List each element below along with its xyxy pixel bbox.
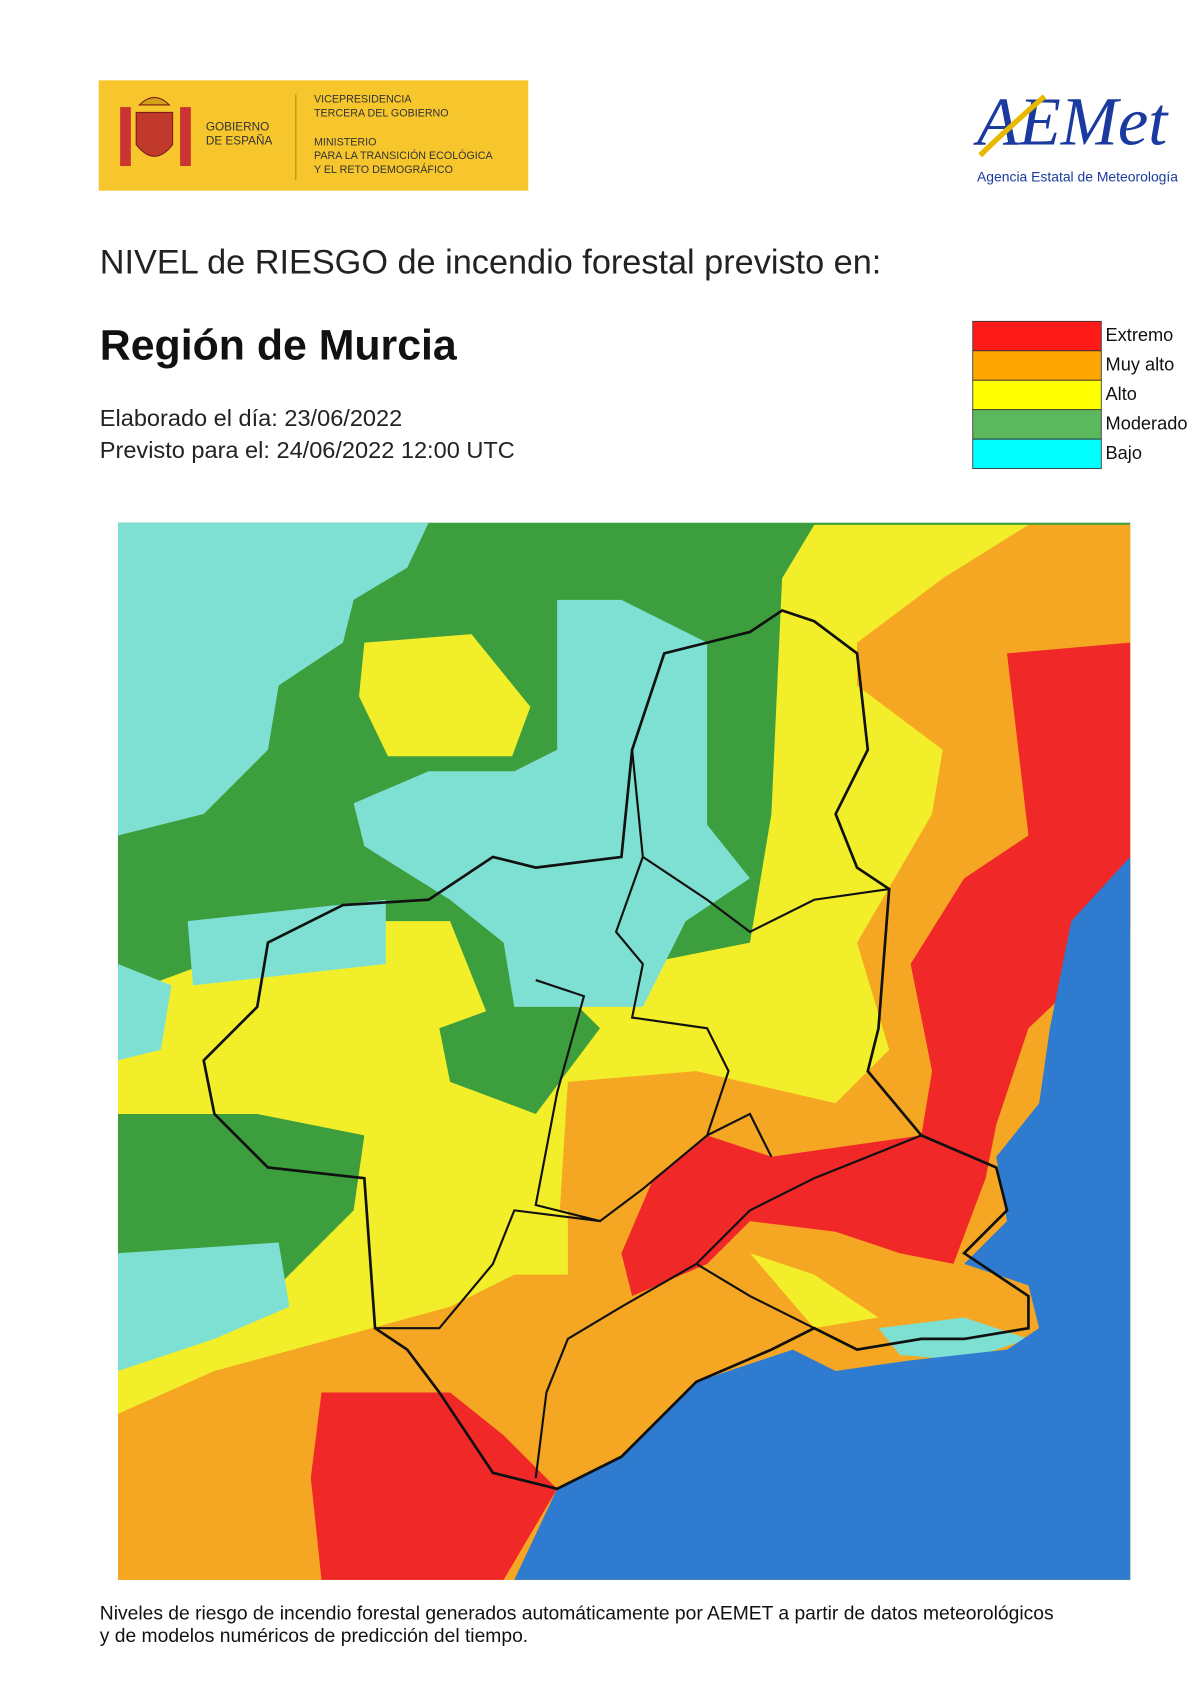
region: Región de Murcia — [100, 321, 458, 369]
logo-swoosh — [978, 94, 1047, 158]
map-sea — [514, 856, 1131, 1580]
footer-text: Niveles de riesgo de incendio forestal g… — [100, 1603, 1054, 1624]
ministry-text: PARA LA TRANSICIÓN ECOLÓGICA — [314, 149, 493, 162]
map-very-high — [117, 524, 1131, 1580]
legend-swatch — [972, 379, 1102, 411]
ministry-text: VICEPRESIDENCIA — [314, 93, 412, 105]
agency-logo: AEMet — [973, 83, 1169, 159]
district-border — [375, 749, 922, 1479]
legend: Extremo Muy alto Alto Moderado Bajo — [972, 320, 1188, 470]
footer-text: y de modelos numéricos de predicción del… — [100, 1626, 528, 1647]
government-text: DE ESPAÑA — [206, 134, 273, 147]
agency-name: Agencia Estatal de Meteorología — [977, 168, 1178, 184]
legend-label: Alto — [1106, 384, 1137, 404]
legend-swatch — [972, 350, 1102, 381]
legend-label: Bajo — [1106, 443, 1142, 463]
map-high — [492, 1210, 879, 1329]
ministry-text: Y EL RETO DEMOGRÁFICO — [314, 163, 453, 176]
coat-of-arms — [120, 96, 191, 167]
valid-date: Previsto para el: 24/06/2022 12:00 UTC — [100, 437, 515, 463]
ministry-text: MINISTERIO — [314, 136, 376, 148]
legend-label: Moderado — [1106, 414, 1188, 434]
title: NIVEL de RIESGO de incendio forestal pre… — [100, 244, 882, 282]
ministry-text: TERCERA DEL GOBIERNO — [314, 107, 449, 119]
legend-label: Extremo — [1106, 325, 1174, 345]
map-moderate — [117, 631, 600, 1286]
risk-map — [117, 522, 1131, 1580]
legend-swatch — [972, 438, 1102, 470]
legend-label: Muy alto — [1106, 355, 1175, 375]
map-high — [358, 634, 531, 757]
legend-swatch — [972, 409, 1102, 440]
map-extreme — [310, 642, 1131, 1580]
issued-date: Elaborado el día: 23/06/2022 — [100, 405, 402, 431]
region-border — [202, 609, 1030, 1491]
map-low — [117, 522, 1029, 1372]
government-text: GOBIERNO — [206, 121, 269, 134]
legend-swatch — [972, 320, 1102, 352]
